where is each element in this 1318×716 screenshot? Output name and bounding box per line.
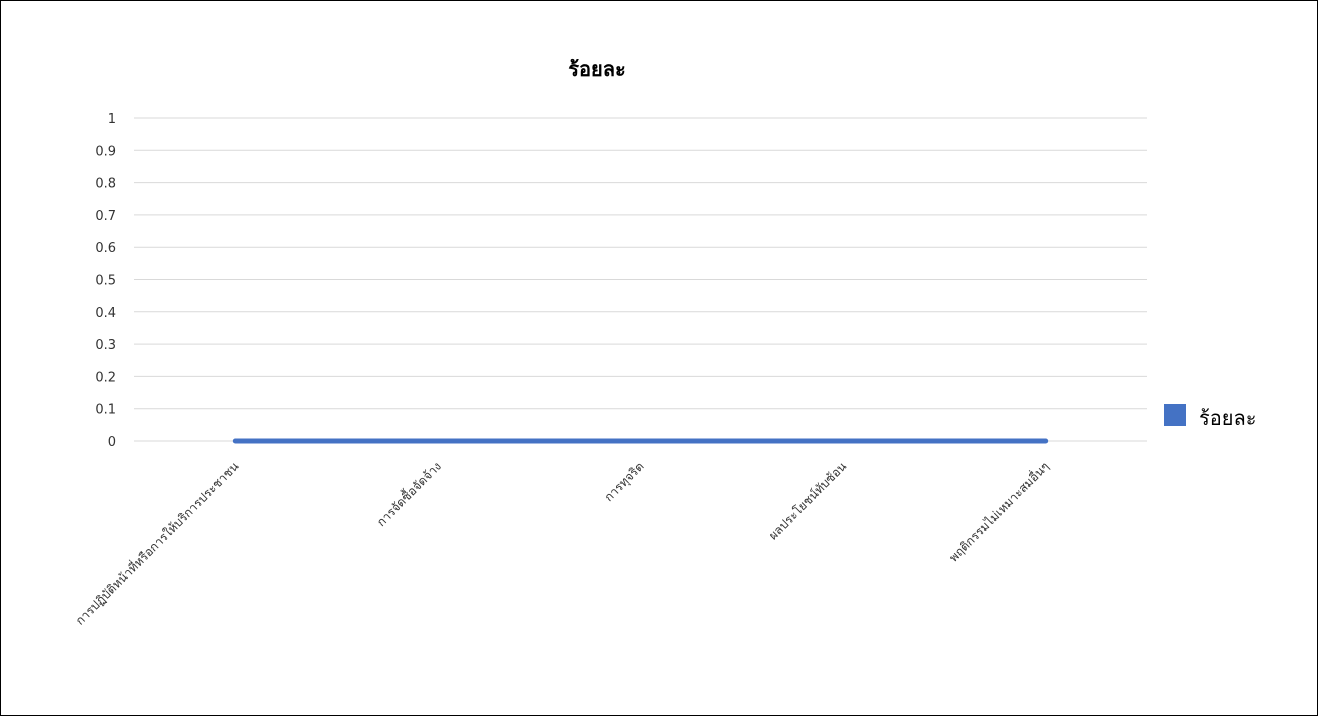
x-category-label: การปฏิบัติหน้าที่หรือการให้บริการประชาชน	[71, 458, 241, 628]
gridlines	[134, 117, 1147, 442]
x-category-label: การจัดซื้อจัดจ้าง	[373, 458, 444, 529]
y-tick-label: 0.8	[95, 177, 116, 192]
y-tick-label: 0.9	[95, 144, 116, 159]
legend: ร้อยละ	[1164, 404, 1256, 430]
x-axis-category-labels: การปฏิบัติหน้าที่หรือการให้บริการประชาชน…	[71, 458, 1051, 628]
chart-title: ร้อยละ	[568, 57, 625, 81]
legend-label: ร้อยละ	[1199, 406, 1256, 430]
y-axis-tick-labels: 0 0.1 0.2 0.3 0.4 0.5 0.6 0.7 0.8 0.9 1	[95, 112, 116, 450]
x-category-label: การทุจริต	[602, 459, 648, 505]
x-category-label: พฤติกรรมไม่เหมาะสมอื่นๆ	[945, 458, 1052, 565]
y-tick-label: 1	[108, 112, 116, 127]
y-tick-label: 0.2	[95, 370, 116, 385]
y-tick-label: 0.1	[95, 403, 116, 418]
legend-swatch	[1164, 404, 1186, 426]
y-tick-label: 0.3	[95, 338, 116, 353]
y-tick-label: 0.6	[95, 241, 116, 256]
y-tick-label: 0.4	[95, 306, 116, 321]
y-tick-label: 0.7	[95, 209, 116, 224]
y-tick-label: 0	[108, 435, 116, 450]
x-category-label: ผลประโยชน์ทับซ้อน	[766, 459, 849, 542]
y-tick-label: 0.5	[95, 274, 116, 289]
